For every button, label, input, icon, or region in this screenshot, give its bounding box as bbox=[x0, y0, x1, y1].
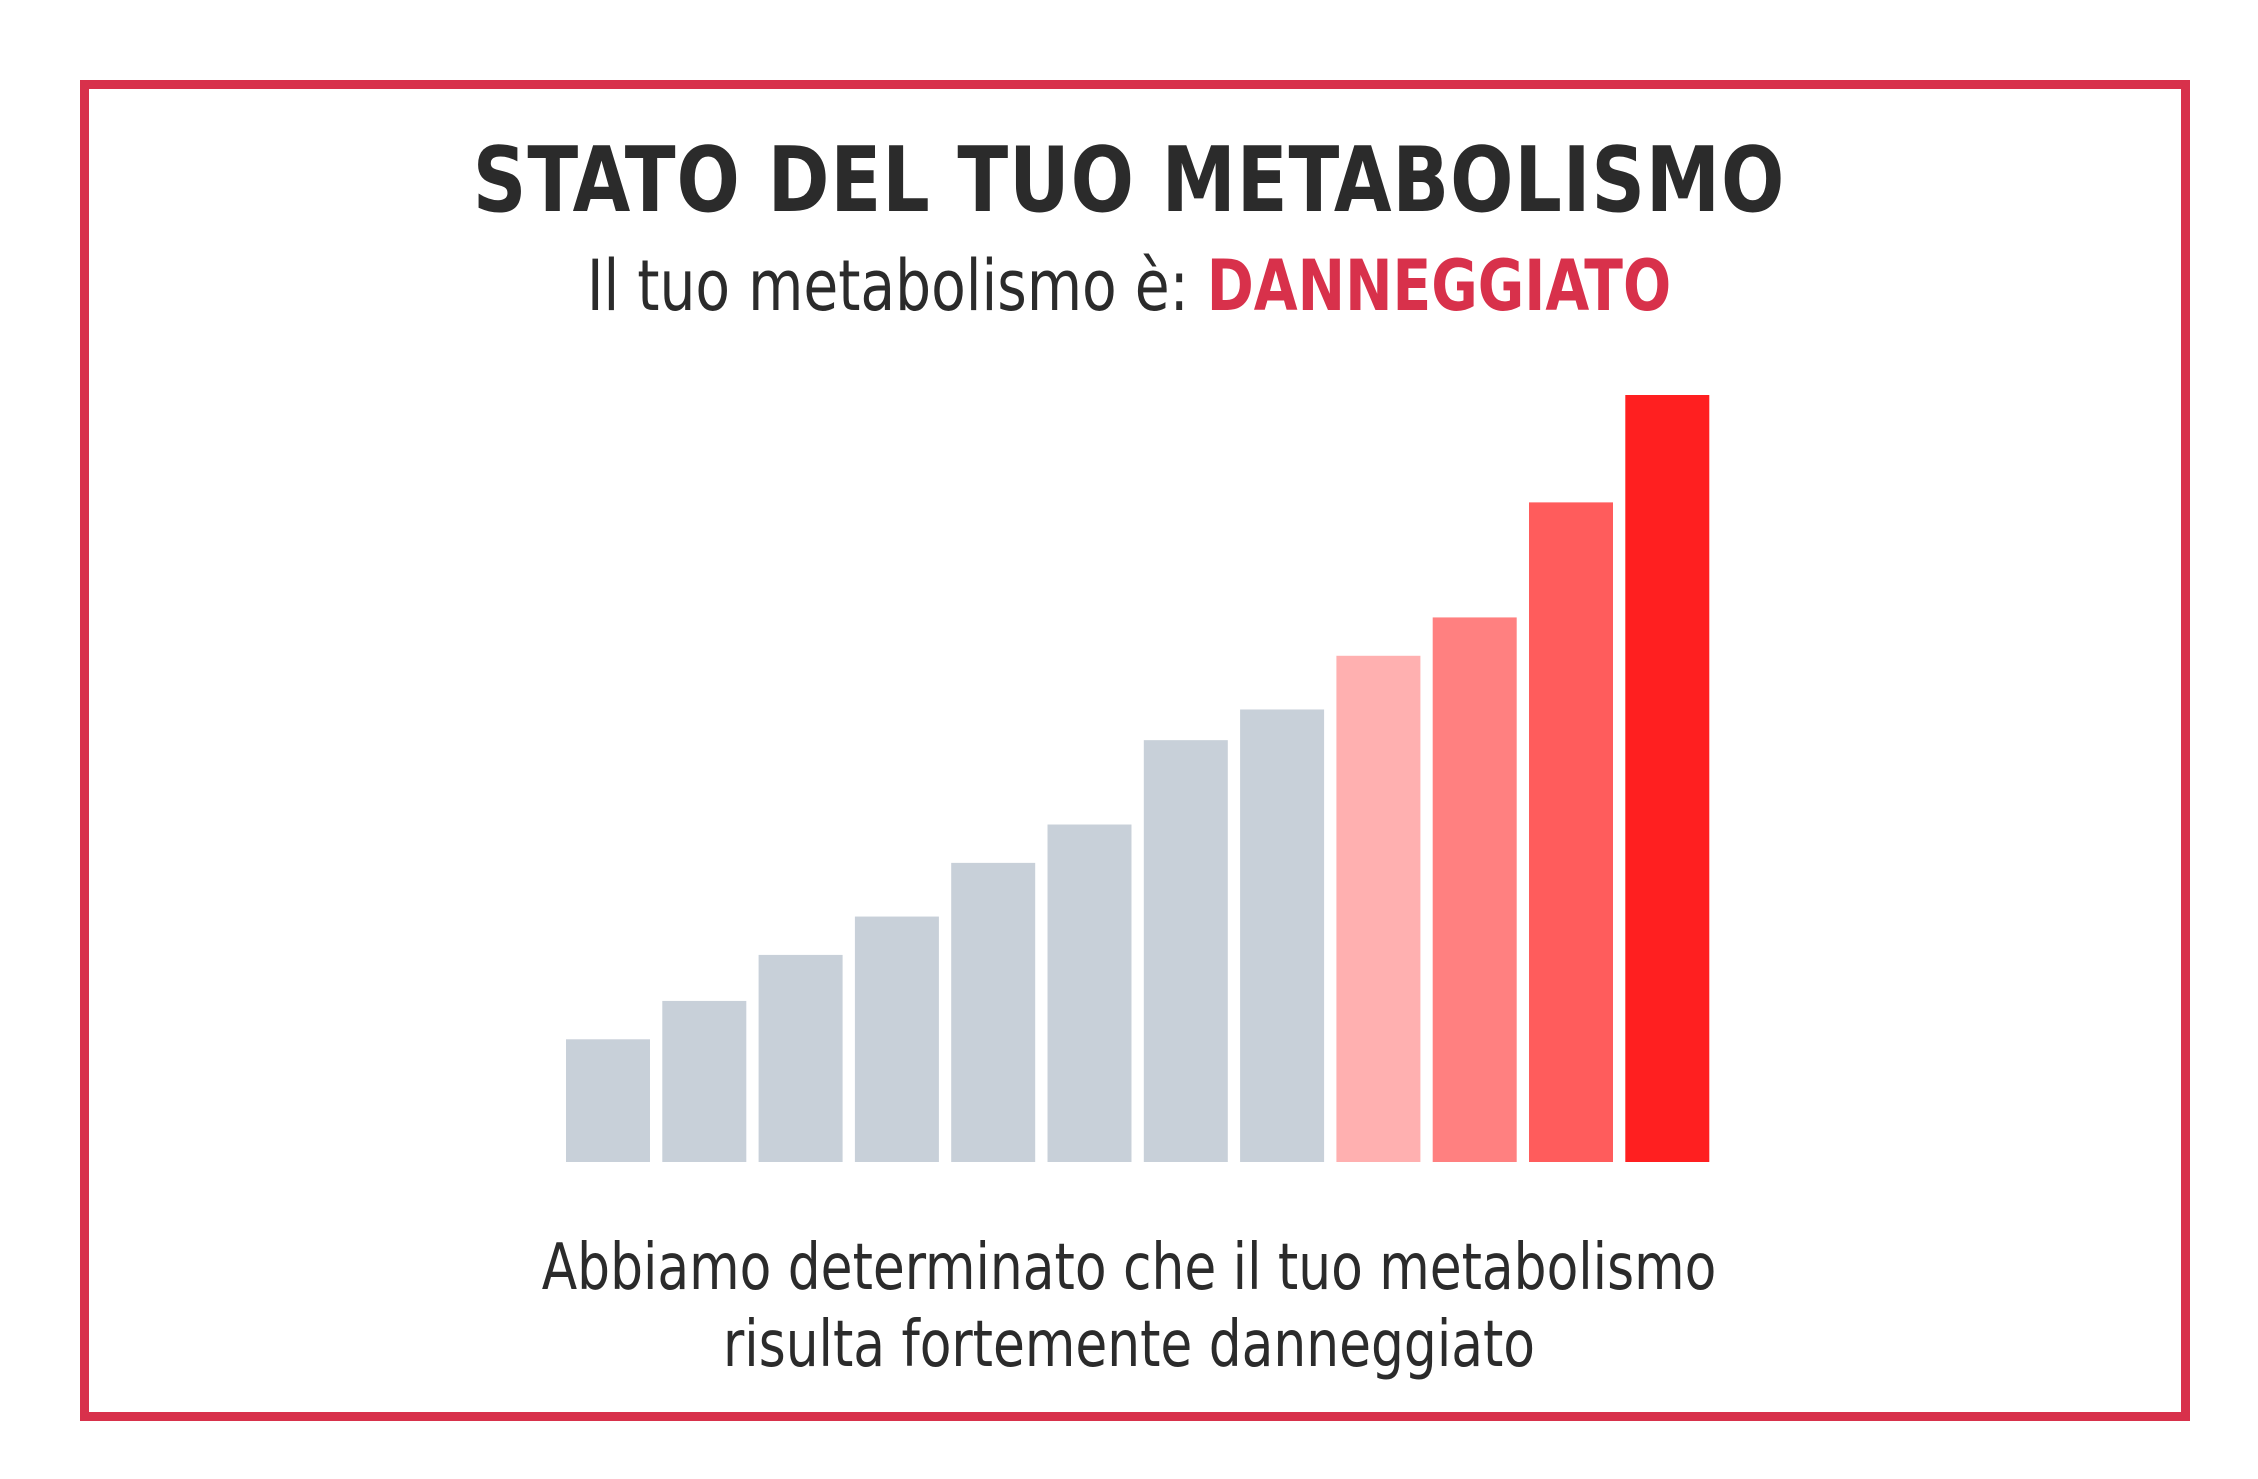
page-title: STATO DEL TUO METABOLISMO bbox=[472, 128, 1786, 233]
subtitle-prefix: Il tuo metabolismo è: bbox=[586, 245, 1207, 327]
bar-3 bbox=[758, 954, 843, 1162]
bar-12 bbox=[1625, 395, 1710, 1162]
description: Abbiamo determinato che il tuo metabolis… bbox=[113, 1230, 2145, 1384]
status-label: DANNEGGIATO bbox=[1206, 245, 1672, 327]
bar-4 bbox=[854, 916, 939, 1162]
bar-5 bbox=[951, 862, 1036, 1162]
bar-11 bbox=[1529, 502, 1613, 1162]
bar-8 bbox=[1240, 709, 1325, 1162]
bar-6 bbox=[1047, 824, 1132, 1162]
description-line-1: Abbiamo determinato che il tuo metabolis… bbox=[541, 1231, 1717, 1305]
bar-10 bbox=[1432, 617, 1517, 1162]
bar-1 bbox=[566, 1039, 650, 1162]
bar-2 bbox=[662, 1000, 747, 1162]
bar-7 bbox=[1143, 740, 1228, 1162]
card-border bbox=[80, 80, 2190, 1421]
bar-9 bbox=[1336, 655, 1421, 1162]
subtitle: Il tuo metabolismo è: DANNEGGIATO bbox=[113, 245, 2145, 327]
description-line-2: risulta fortemente danneggiato bbox=[723, 1308, 1535, 1382]
